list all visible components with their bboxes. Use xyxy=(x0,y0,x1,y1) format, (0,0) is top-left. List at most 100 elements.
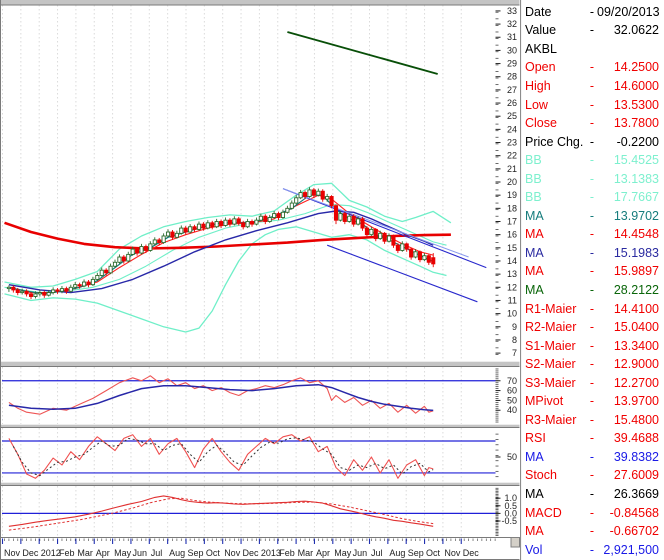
panel-splitter[interactable] xyxy=(0,482,520,486)
quote-row-s2-maier: S2-Maier - 12.9000 xyxy=(525,355,659,374)
quote-label: BB xyxy=(525,171,542,186)
quote-value: 12.2700 xyxy=(613,375,659,390)
month-label: Nov xyxy=(444,548,461,558)
svg-text:31: 31 xyxy=(507,32,517,42)
price-plot-area[interactable] xyxy=(2,5,496,361)
scrollbar-box[interactable] xyxy=(510,537,520,548)
svg-text:12: 12 xyxy=(507,282,517,292)
quote-value: 15.9897 xyxy=(613,264,659,279)
quote-row-ma: MA - 39.8382 xyxy=(525,448,659,467)
quote-label: AKBL xyxy=(525,41,557,56)
quote-dash: - xyxy=(589,245,595,260)
quote-label: MA xyxy=(525,264,544,279)
quote-row-s1-maier: S1-Maier - 13.3400 xyxy=(525,336,659,355)
quote-value: 27.6009 xyxy=(613,468,659,483)
quote-dash: - xyxy=(589,23,595,38)
svg-text:8: 8 xyxy=(512,335,517,345)
svg-text:25: 25 xyxy=(507,111,517,121)
quote-row-akbl: AKBL xyxy=(525,40,659,59)
quote-dash: - xyxy=(589,486,595,501)
quote-dash: - xyxy=(589,282,595,297)
quote-dash: - xyxy=(589,375,595,390)
quote-dash: - xyxy=(589,524,595,539)
svg-text:14: 14 xyxy=(507,256,517,266)
stoch-plot-area[interactable] xyxy=(2,428,496,482)
svg-text:1.0: 1.0 xyxy=(504,493,517,503)
svg-text:15: 15 xyxy=(507,243,517,253)
quote-label: MACD xyxy=(525,505,562,520)
svg-text:26: 26 xyxy=(507,98,517,108)
quote-value: 2,921,500 xyxy=(603,542,659,557)
quote-value: 13.5300 xyxy=(613,97,659,112)
svg-text:20: 20 xyxy=(507,177,517,187)
quote-dash: - xyxy=(589,153,595,168)
svg-text:29: 29 xyxy=(507,59,517,69)
quote-value: 17.7667 xyxy=(613,190,659,205)
svg-text:21: 21 xyxy=(507,164,517,174)
quote-label: Date xyxy=(525,4,552,19)
quote-value: 13.1383 xyxy=(613,171,659,186)
rsi-plot-area[interactable] xyxy=(2,367,496,424)
chart-svg[interactable]: 33 32 31 30 29 28 27 26 25 24 23 22 21 20 19 18 17 16 15 14… xyxy=(0,0,520,560)
quote-row-date: Date -09/20/2013 xyxy=(525,3,660,22)
svg-text:0.0: 0.0 xyxy=(504,508,517,518)
quote-label: Low xyxy=(525,97,548,112)
panel-splitter[interactable] xyxy=(0,424,520,428)
quote-row-r1-maier: R1-Maier - 14.4100 xyxy=(525,299,659,318)
month-label: Mar xyxy=(77,548,93,558)
quote-dash: - xyxy=(589,60,595,75)
quote-value: 13.7800 xyxy=(613,116,659,131)
series-ma-green-trend xyxy=(287,31,438,75)
month-label: Dec xyxy=(22,548,39,558)
month-label: 2012 xyxy=(41,548,61,558)
quote-label: RSI xyxy=(525,431,546,446)
macd-plot-area[interactable] xyxy=(2,486,496,537)
quote-row-low: Low - 13.5300 xyxy=(525,95,659,114)
quote-dash: - xyxy=(589,394,595,409)
svg-text:22: 22 xyxy=(507,151,517,161)
quote-dash: - xyxy=(589,412,595,427)
series-macd xyxy=(8,495,434,527)
quote-row-ma: MA - 28.2122 xyxy=(525,281,659,300)
quote-value: 15.0400 xyxy=(613,320,659,335)
series-bollinger-lower xyxy=(4,226,447,333)
series-ma-blue xyxy=(8,210,434,294)
quote-value: 14.4548 xyxy=(613,227,659,242)
quote-value: -0.84568 xyxy=(609,505,659,520)
svg-text:18: 18 xyxy=(507,203,517,213)
svg-text:11: 11 xyxy=(508,295,517,305)
series-channel-upper xyxy=(282,188,487,269)
quote-label: Close xyxy=(525,116,557,131)
quote-dash: - xyxy=(589,78,595,93)
quote-row-open: Open - 14.2500 xyxy=(525,58,659,77)
quote-dash: - xyxy=(589,431,595,446)
macd-y-axis: 1.00.50.0-0.5 xyxy=(495,487,517,536)
svg-text:13: 13 xyxy=(507,269,517,279)
candles xyxy=(6,187,436,300)
quote-dash: - xyxy=(589,449,595,464)
quote-row-ma: MA - -0.66702 xyxy=(525,522,659,541)
month-label: Apr xyxy=(316,548,330,558)
month-label: Oct xyxy=(426,548,441,558)
quote-value: 13.9700 xyxy=(613,394,659,409)
quote-row-stoch: Stoch - 27.6009 xyxy=(525,466,659,485)
svg-text:28: 28 xyxy=(507,72,517,82)
svg-text:40: 40 xyxy=(507,405,517,415)
quote-dash: - xyxy=(589,4,595,19)
svg-text:50: 50 xyxy=(507,452,517,462)
quote-dash: - xyxy=(589,134,595,149)
svg-text:7: 7 xyxy=(512,348,517,358)
quote-label: MA xyxy=(525,449,544,464)
panel-splitter[interactable] xyxy=(0,361,520,367)
month-label: Mar xyxy=(298,548,314,558)
quote-value: 09/20/2013 xyxy=(597,4,660,19)
series-bollinger-upper xyxy=(4,182,452,288)
month-label: Nov xyxy=(4,548,21,558)
quote-dash: - xyxy=(589,357,595,372)
quote-row-rsi: RSI - 39.4688 xyxy=(525,429,659,448)
quote-row-mpivot: MPivot - 13.9700 xyxy=(525,392,659,411)
quote-value: 32.0622 xyxy=(613,23,659,38)
quote-row-ma: MA - 14.4548 xyxy=(525,225,659,244)
